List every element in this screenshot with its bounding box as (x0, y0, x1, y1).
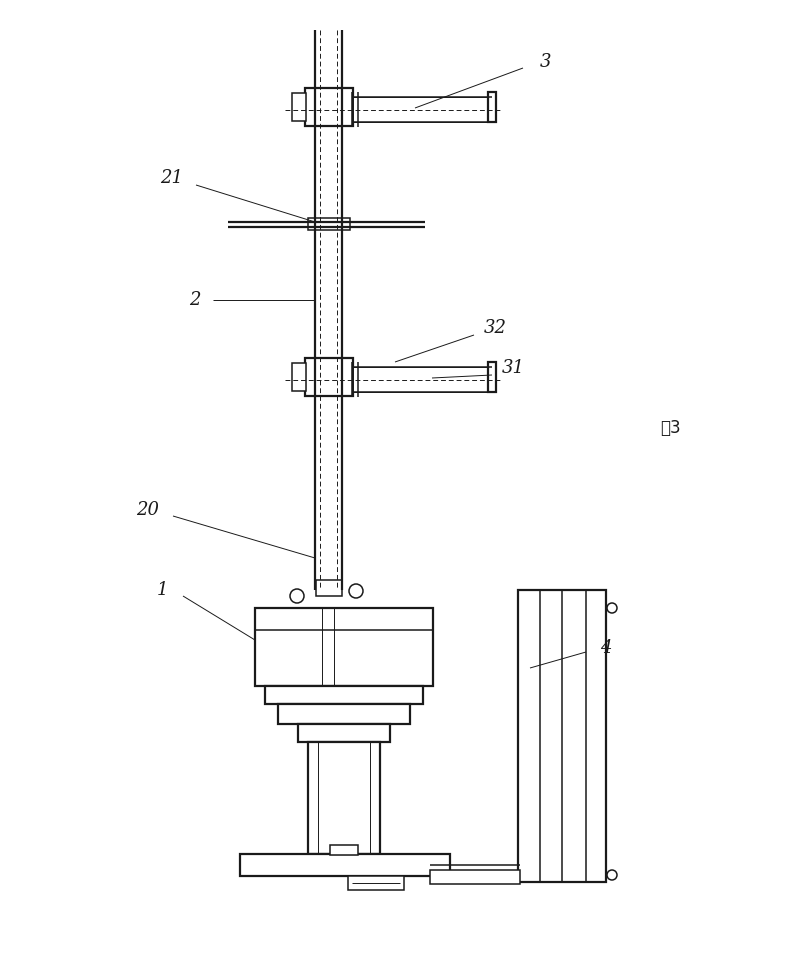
Bar (292, 363, 306, 391)
Text: 20: 20 (137, 501, 159, 519)
Bar (305, 88, 353, 126)
Bar (488, 362, 496, 392)
Bar (330, 845, 358, 855)
Bar (292, 93, 306, 121)
Bar (430, 870, 520, 884)
Bar (265, 686, 423, 704)
Bar (298, 724, 390, 742)
Bar (278, 704, 410, 724)
Bar (316, 580, 342, 596)
Bar (305, 358, 353, 396)
Text: 32: 32 (483, 319, 506, 337)
Bar (255, 608, 433, 686)
Bar (348, 876, 404, 890)
Bar (353, 367, 492, 392)
Text: 4: 4 (600, 639, 612, 657)
Bar (308, 742, 380, 854)
Text: 2: 2 (190, 291, 201, 309)
Text: 31: 31 (502, 359, 525, 377)
Text: 3: 3 (540, 53, 552, 71)
Bar (308, 218, 350, 230)
Bar (240, 854, 450, 876)
Text: 1: 1 (156, 581, 168, 599)
Text: 图3: 图3 (660, 419, 681, 437)
Text: 21: 21 (161, 169, 183, 187)
Bar (518, 590, 606, 882)
Bar (353, 97, 492, 122)
Bar (488, 92, 496, 122)
